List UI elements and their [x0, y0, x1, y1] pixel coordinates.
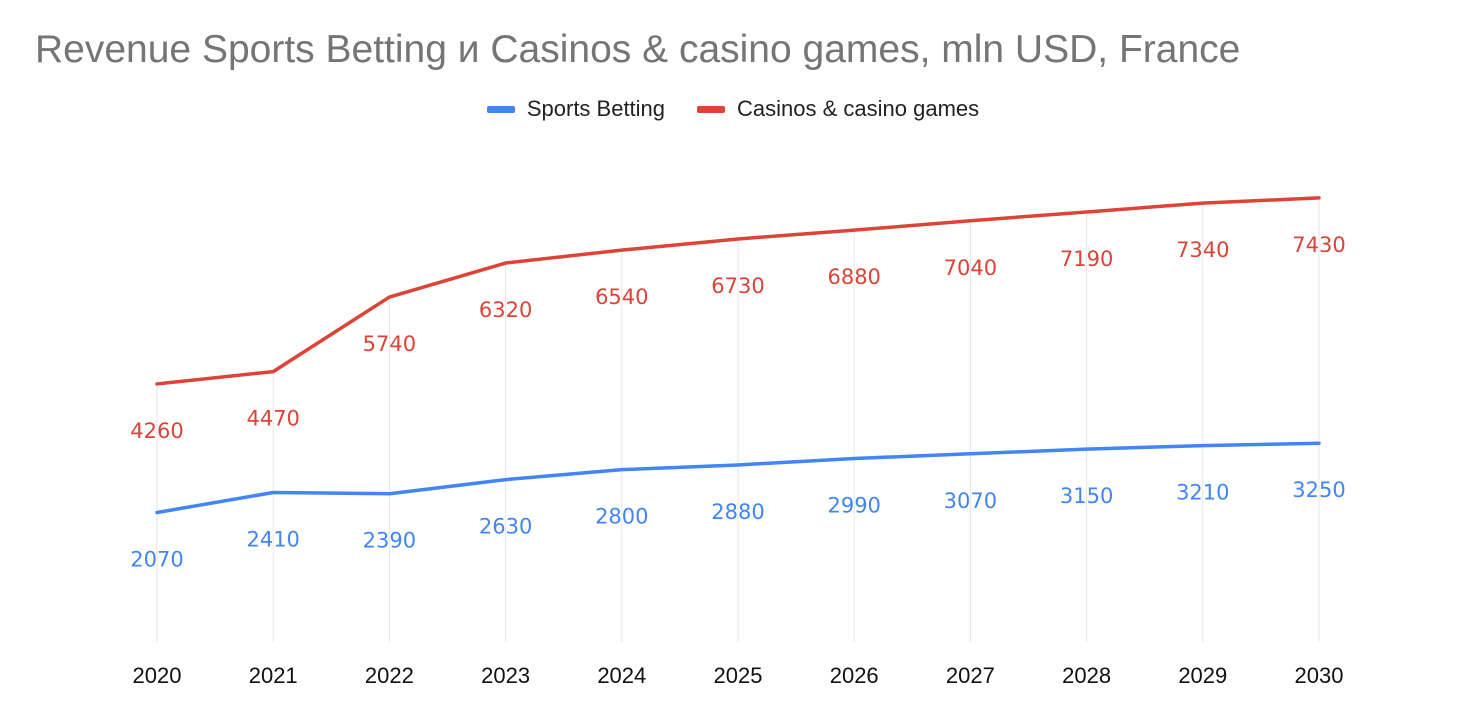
data-label-1-2026: 6880: [827, 265, 880, 289]
x-tick-label-2024: 2024: [597, 663, 646, 688]
data-label-1-2022: 5740: [363, 332, 416, 356]
data-label-1-2023: 6320: [479, 298, 532, 322]
data-label-0-2029: 3210: [1176, 481, 1229, 505]
legend-swatch-casinos: [697, 105, 726, 113]
vertical-gridlines: [156, 197, 1320, 642]
data-label-0-2020: 2070: [130, 547, 183, 571]
series-lines: [155, 196, 1321, 515]
x-axis: 2020 2021 2022 2023 2024 2025 2026 2027 2028 2029…: [133, 663, 1344, 688]
data-label-1-2030: 7430: [1292, 233, 1345, 257]
data-label-0-2028: 3150: [1060, 484, 1113, 508]
legend: Sports Betting Casinos & casino games: [0, 96, 1466, 122]
data-label-0-2026: 2990: [827, 493, 880, 517]
data-label-0-2030: 3250: [1292, 478, 1345, 502]
data-labels: 2070 2410 2390 2630 2800 2880 2990 3070 3150 3210…: [130, 233, 1345, 572]
x-tick-label-2030: 2030: [1295, 663, 1344, 688]
data-label-0-2023: 2630: [479, 515, 532, 539]
legend-label-sports-betting: Sports Betting: [526, 96, 666, 121]
legend-item-casinos[interactable]: Casinos & casino games: [697, 96, 979, 122]
legend-label-casinos: Casinos & casino games: [737, 96, 980, 121]
data-label-0-2021: 2410: [246, 528, 299, 552]
x-tick-label-2029: 2029: [1178, 663, 1227, 688]
legend-swatch-sports-betting: [486, 105, 515, 113]
series-line-1: [155, 196, 1321, 386]
data-label-1-2027: 7040: [944, 256, 997, 280]
data-label-1-2029: 7340: [1176, 238, 1229, 262]
x-tick-label-2022: 2022: [365, 663, 414, 688]
x-tick-label-2023: 2023: [481, 663, 530, 688]
data-label-0-2027: 3070: [944, 489, 997, 513]
x-tick-label-2028: 2028: [1062, 663, 1111, 688]
data-label-1-2028: 7190: [1060, 247, 1113, 271]
data-label-0-2022: 2390: [363, 529, 416, 553]
x-tick-label-2027: 2027: [946, 663, 995, 688]
x-tick-label-2020: 2020: [133, 663, 182, 688]
data-label-0-2024: 2800: [595, 505, 648, 529]
chart-title: Revenue Sports Betting и Casinos & casin…: [35, 28, 1241, 71]
legend-item-sports-betting[interactable]: Sports Betting: [486, 96, 666, 122]
data-label-1-2025: 6730: [711, 274, 764, 298]
data-label-1-2020: 4260: [130, 419, 183, 443]
x-tick-label-2025: 2025: [714, 663, 763, 688]
data-label-1-2021: 4470: [246, 407, 299, 431]
x-tick-label-2026: 2026: [830, 663, 879, 688]
data-label-1-2024: 6540: [595, 285, 648, 309]
series-line-0: [155, 441, 1321, 515]
x-tick-label-2021: 2021: [249, 663, 298, 688]
data-label-0-2025: 2880: [711, 500, 764, 524]
